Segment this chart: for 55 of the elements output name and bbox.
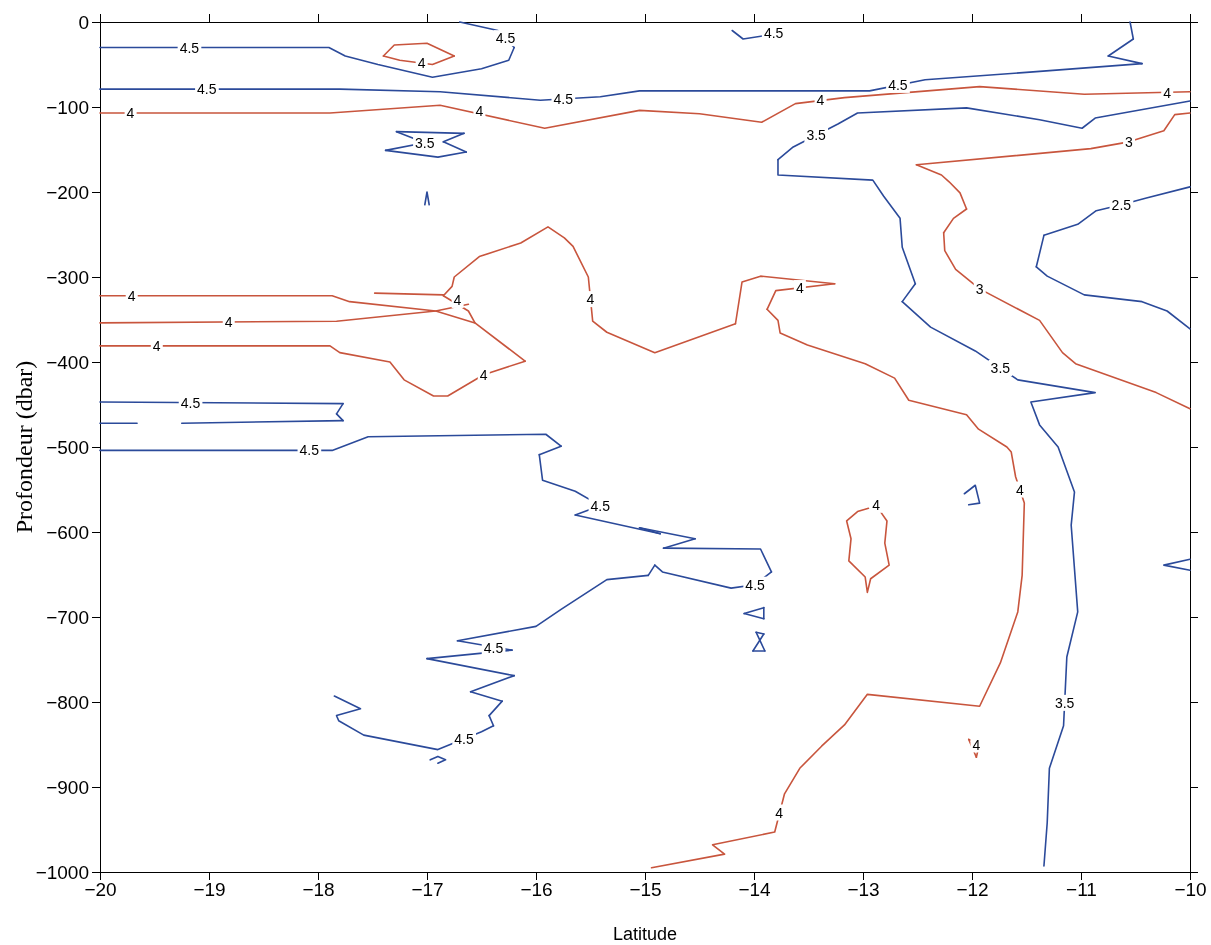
x-tick-label: −19 [193, 879, 226, 901]
annotation: 4.5 [553, 90, 574, 107]
y-tick-label: −400 [46, 351, 89, 373]
annotation: 4 [816, 92, 825, 109]
annotation: 4 [795, 280, 804, 297]
annotation: 4.5 [454, 730, 474, 747]
annotation: 4 [127, 287, 136, 304]
annotation: 4 [586, 291, 595, 308]
annotation: 4 [1163, 84, 1172, 101]
annotation: 4 [417, 54, 426, 71]
annotation: 3.5 [415, 134, 435, 151]
annotation: 4.5 [745, 576, 766, 593]
annotation: 4 [152, 337, 161, 354]
annotation: 4 [224, 314, 233, 331]
y-tick-label: −200 [46, 181, 89, 203]
y-tick-label: −500 [46, 436, 89, 458]
annotation: 4 [126, 104, 135, 121]
x-tick-label: −14 [738, 879, 772, 901]
annotation: 4.5 [763, 25, 784, 42]
y-axis-title: Profondeur (dbar) [11, 360, 37, 534]
x-tick-label: −13 [847, 879, 880, 901]
y-tick-label: −800 [46, 691, 89, 713]
annotation: 4 [775, 804, 784, 821]
y-tick-label: −100 [46, 96, 89, 118]
annotation: 3 [1125, 133, 1134, 150]
annotation: 4 [872, 496, 881, 513]
x-tick-label: −17 [411, 879, 444, 901]
annotation: 4.5 [179, 39, 200, 56]
annotation: 4.5 [299, 442, 320, 459]
annotation: 4 [1016, 481, 1025, 498]
x-axis-title: Latitude [612, 924, 678, 944]
annotation: 4.5 [483, 639, 504, 656]
annotation: 4 [479, 366, 488, 383]
annotation: 4.5 [180, 394, 201, 411]
y-tick-label: −700 [46, 606, 89, 628]
y-tick-label: 0 [78, 11, 89, 33]
x-tick-label: −15 [629, 879, 662, 901]
annotation: 3.5 [1054, 694, 1075, 711]
x-tick-label: −18 [302, 879, 335, 901]
y-tick-label: −900 [46, 776, 89, 798]
x-tick-label: −11 [1066, 879, 1097, 901]
annotation: 3 [975, 280, 984, 297]
x-tick-label: −16 [520, 879, 553, 901]
x-tick-label: −10 [1174, 879, 1207, 901]
annotation: 4 [972, 736, 981, 753]
y-tick-label: −600 [46, 521, 89, 543]
annotation: 4 [475, 103, 484, 120]
annotation: 4.5 [495, 30, 516, 47]
annotation: 3.5 [990, 359, 1011, 376]
annotation: 4.5 [197, 81, 217, 98]
x-tick-label: −12 [956, 879, 989, 901]
annotation: 4.5 [888, 76, 908, 93]
annotation: 4 [453, 291, 462, 308]
annotation: 3.5 [806, 127, 827, 144]
y-tick-label: −300 [46, 266, 89, 288]
